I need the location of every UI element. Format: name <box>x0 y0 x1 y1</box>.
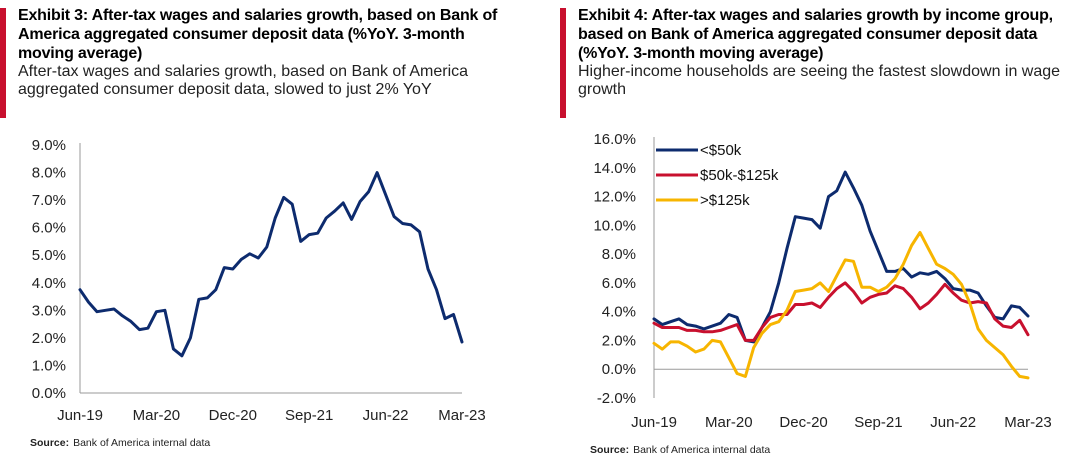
x-tick-label: Mar-20 <box>133 407 181 424</box>
y-tick-label: 9.0% <box>32 137 66 154</box>
y-tick-label: 5.0% <box>32 247 66 264</box>
y-tick-label: 2.0% <box>32 330 66 347</box>
x-tick-label: Dec-20 <box>779 414 827 431</box>
legend-label: <$50k <box>700 142 742 159</box>
y-tick-label: -2.0% <box>597 390 636 407</box>
y-tick-label: 1.0% <box>32 357 66 374</box>
exhibit-4-panel: Exhibit 4: After-tax wages and salaries … <box>560 0 1066 468</box>
x-tick-label: Mar-23 <box>1004 414 1052 431</box>
x-tick-label: Jun-19 <box>57 407 103 424</box>
exhibit-4-subtitle: Higher-income households are seeing the … <box>578 63 1061 98</box>
y-tick-label: 2.0% <box>602 332 636 349</box>
exhibit-title-text: After-tax wages and salaries growth by i… <box>578 7 1053 62</box>
y-tick-label: 6.0% <box>602 275 636 292</box>
exhibit-3-header: Exhibit 3: After-tax wages and salaries … <box>18 6 516 99</box>
series-line <box>78 171 464 358</box>
legend-label: >$125k <box>700 192 750 209</box>
y-tick-label: 7.0% <box>32 192 66 209</box>
y-tick-label: 8.0% <box>602 246 636 263</box>
exhibit-4-header: Exhibit 4: After-tax wages and salaries … <box>578 6 1062 99</box>
x-tick-label: Sep-21 <box>854 414 902 431</box>
exhibit-label: Exhibit 3: <box>18 7 89 24</box>
series-line <box>652 231 1030 380</box>
exhibit-3-source: Source: Bank of America internal data <box>30 437 210 449</box>
exhibit-4-chart: -2.0% 0.0% 2.0% 4.0% 6.0% 8.0% 10.0% 12.0% 14.0%… <box>593 131 1052 431</box>
y-tick-label: 14.0% <box>593 160 636 177</box>
source-label: Source: <box>590 444 630 456</box>
x-tick-label: Mar-23 <box>438 407 486 424</box>
y-tick-label: 0.0% <box>32 385 66 402</box>
exhibit-4-title: Exhibit 4: After-tax wages and salaries … <box>578 6 1062 63</box>
y-tick-label: 12.0% <box>593 189 636 206</box>
y-tick-label: 4.0% <box>602 304 636 321</box>
exhibit-3-chart: 0.0% 1.0% 2.0% 3.0% 4.0% 5.0% 6.0% 7.0% 8.0% 9.0%… <box>32 137 486 424</box>
source-label: Source: <box>30 437 70 449</box>
legend-label: $50k-$125k <box>700 167 779 184</box>
y-tick-label: 4.0% <box>32 275 66 292</box>
x-tick-label: Jun-19 <box>631 414 677 431</box>
accent-bar <box>0 8 6 118</box>
series-line <box>652 281 1030 342</box>
x-tick-label: Dec-20 <box>209 407 257 424</box>
exhibit-3-panel: Exhibit 3: After-tax wages and salaries … <box>0 0 520 468</box>
source-text: Bank of America internal data <box>633 444 771 456</box>
x-tick-label: Sep-21 <box>285 407 333 424</box>
accent-bar <box>560 8 566 118</box>
exhibit-3-subtitle: After-tax wages and salaries growth, bas… <box>18 63 469 98</box>
y-tick-label: 0.0% <box>602 361 636 378</box>
exhibit-title-text: After-tax wages and salaries growth, bas… <box>18 7 498 62</box>
exhibit-3-title: Exhibit 3: After-tax wages and salaries … <box>18 6 516 63</box>
x-tick-label: Jun-22 <box>930 414 976 431</box>
source-text: Bank of America internal data <box>73 437 211 449</box>
y-tick-label: 6.0% <box>32 220 66 237</box>
exhibit-4-source: Source: Bank of America internal data <box>590 444 770 456</box>
y-tick-label: 10.0% <box>593 217 636 234</box>
x-tick-label: Mar-20 <box>705 414 753 431</box>
x-tick-label: Jun-22 <box>363 407 409 424</box>
y-tick-label: 3.0% <box>32 302 66 319</box>
y-tick-label: 8.0% <box>32 165 66 182</box>
exhibit-label: Exhibit 4: <box>578 7 649 24</box>
y-tick-label: 16.0% <box>593 131 636 148</box>
